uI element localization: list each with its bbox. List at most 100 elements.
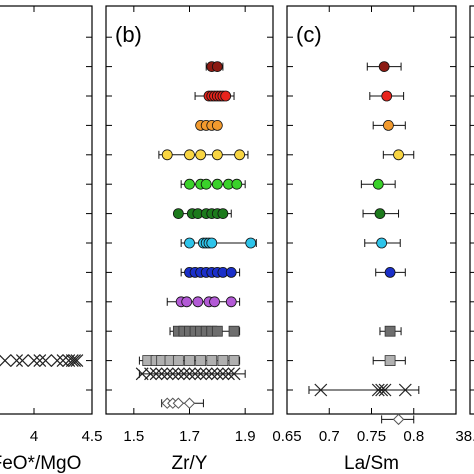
data-point xyxy=(225,266,237,278)
data-point xyxy=(209,296,220,308)
data-point xyxy=(231,178,243,190)
data-point xyxy=(183,397,196,409)
data-series xyxy=(382,149,415,161)
data-point xyxy=(371,383,385,397)
data-point xyxy=(184,355,195,367)
data-point xyxy=(393,149,404,161)
x-tick-label: 1.5 xyxy=(123,428,144,445)
panel-label: (c) xyxy=(296,22,322,47)
panel-label: (b) xyxy=(115,22,142,47)
plot-frame xyxy=(286,5,457,415)
data-series xyxy=(381,413,415,426)
data-series xyxy=(161,397,204,409)
panel-1: 3.544.5FeO*/MgO xyxy=(0,5,103,474)
data-point xyxy=(227,367,241,381)
data-series xyxy=(195,120,223,131)
data-point xyxy=(56,354,70,368)
data-series xyxy=(135,367,246,381)
data-point xyxy=(375,383,389,397)
data-series xyxy=(360,178,396,190)
data-point xyxy=(378,383,392,397)
data-series xyxy=(375,266,406,278)
data-point xyxy=(384,355,396,367)
data-point xyxy=(15,354,29,368)
data-point xyxy=(217,208,229,220)
data-point xyxy=(374,208,386,220)
data-point xyxy=(160,367,174,381)
data-point xyxy=(200,178,212,190)
data-series xyxy=(180,266,241,278)
data-point xyxy=(184,149,195,161)
data-series xyxy=(308,383,420,397)
data-point xyxy=(183,367,196,381)
data-point xyxy=(33,354,47,368)
data-point xyxy=(225,296,237,308)
data-point xyxy=(392,413,405,426)
data-point xyxy=(211,178,223,190)
data-series xyxy=(180,178,246,190)
x-axis-label: La/Sm xyxy=(344,453,399,474)
x-tick-label: 4.5 xyxy=(82,428,103,445)
data-point xyxy=(166,367,180,381)
data-point xyxy=(234,149,246,161)
data-point xyxy=(68,354,82,368)
data-point xyxy=(144,367,157,381)
data-series xyxy=(194,90,235,102)
x-tick-label: 1.7 xyxy=(179,428,200,445)
data-point xyxy=(211,149,223,161)
data-series xyxy=(158,149,249,161)
data-series xyxy=(372,120,406,131)
data-point xyxy=(184,237,195,249)
data-point xyxy=(181,296,193,308)
data-point xyxy=(161,149,173,161)
data-series xyxy=(372,355,406,367)
data-point xyxy=(39,354,53,368)
data-point xyxy=(199,367,213,381)
data-point xyxy=(0,354,12,368)
data-point xyxy=(172,208,184,220)
data-series xyxy=(0,354,84,368)
data-point xyxy=(381,90,393,102)
x-axis-label: Zr/Y xyxy=(172,453,208,474)
data-series xyxy=(180,237,257,249)
data-series xyxy=(364,237,401,249)
data-point xyxy=(372,178,384,190)
data-point xyxy=(376,237,388,249)
x-tick-label: 38.2 xyxy=(455,428,474,445)
panel-3: 0.65 0.7 0.75 0.8 (c) La/Sm xyxy=(272,5,457,474)
data-point xyxy=(228,355,240,367)
data-point xyxy=(206,355,218,367)
x-tick-label: 4 xyxy=(30,428,38,445)
data-series xyxy=(172,208,232,220)
panel-2: 1.5 1.7 1.9 (b) Zr/Y xyxy=(105,5,274,474)
x-tick-label: 1.9 xyxy=(235,428,256,445)
data-series xyxy=(166,296,241,308)
data-point xyxy=(378,61,390,72)
x-axis-label: FeO*/MgO xyxy=(0,453,81,474)
data-series xyxy=(379,325,402,337)
data-point xyxy=(210,367,224,381)
data-point xyxy=(65,354,79,368)
data-point xyxy=(50,354,64,368)
data-point xyxy=(384,325,396,337)
x-tick-label: 0.7 xyxy=(319,428,340,445)
data-point xyxy=(245,237,257,249)
data-series xyxy=(362,208,400,220)
data-point xyxy=(188,367,202,381)
data-point xyxy=(195,355,207,367)
data-point xyxy=(70,354,84,368)
data-point xyxy=(194,367,208,381)
data-point xyxy=(206,237,218,249)
data-series xyxy=(369,90,405,102)
data-point xyxy=(216,367,230,381)
plot-frame xyxy=(0,5,93,415)
data-point xyxy=(192,296,204,308)
x-tick-label: 0.65 xyxy=(272,428,301,445)
data-point xyxy=(149,367,163,381)
data-point xyxy=(228,325,240,337)
data-point xyxy=(211,325,223,337)
data-point xyxy=(10,354,24,368)
data-point xyxy=(27,354,41,368)
data-point xyxy=(171,367,185,381)
